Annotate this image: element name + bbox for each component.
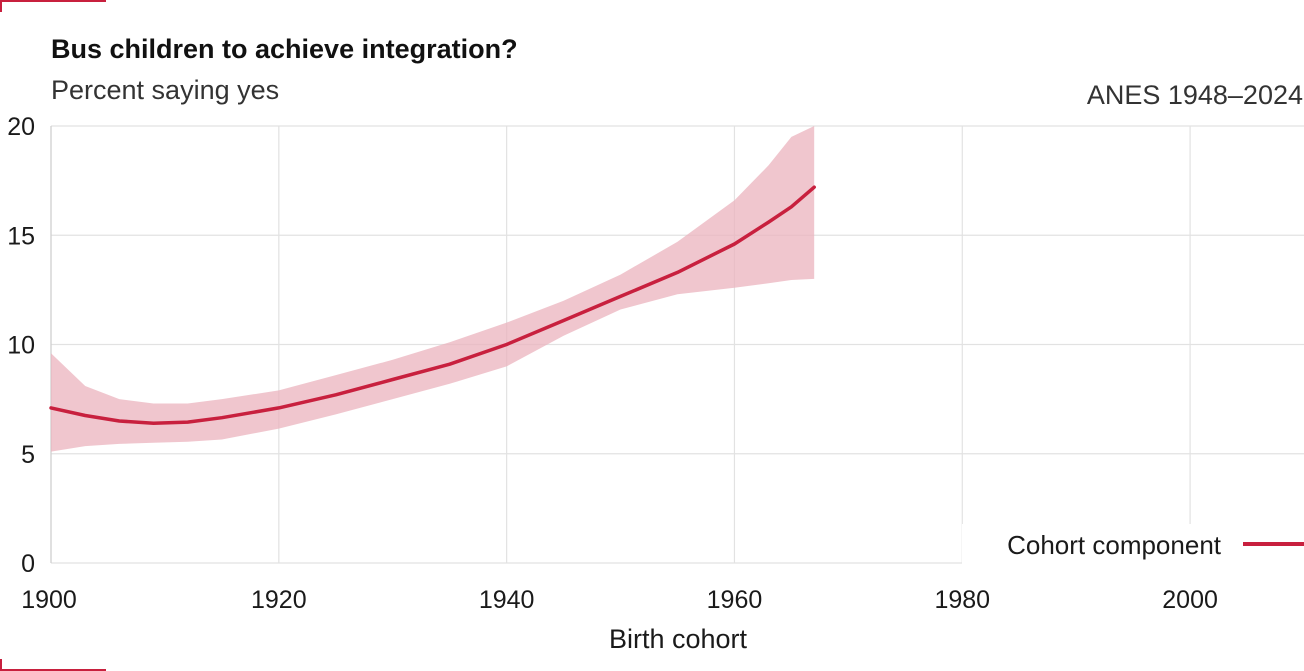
tick-labels: 0 5 10 15 20 1900 1920 1940 1960 1980 2000 bbox=[7, 113, 1218, 614]
x-axis-title: Birth cohort bbox=[609, 624, 748, 654]
series-line-cohort-component bbox=[49, 185, 816, 425]
corner-mark-top-stem bbox=[0, 0, 2, 12]
chart-title: Bus children to achieve integration? bbox=[51, 34, 518, 64]
confidence-band bbox=[51, 126, 815, 452]
legend: Cohort component bbox=[962, 524, 1304, 566]
y-tick-label-15: 15 bbox=[7, 222, 35, 250]
y-tick-label-10: 10 bbox=[7, 332, 35, 360]
y-tick-label-5: 5 bbox=[21, 441, 35, 469]
confidence-band-layer bbox=[51, 126, 815, 452]
corner-mark-top bbox=[0, 0, 106, 2]
x-tick-label-1960: 1960 bbox=[707, 586, 763, 614]
chart-subtitle: Percent saying yes bbox=[51, 75, 280, 105]
x-tick-label-1920: 1920 bbox=[251, 586, 307, 614]
corner-mark-bottom bbox=[0, 669, 106, 671]
data-source-label: ANES 1948–2024 bbox=[1086, 80, 1303, 110]
legend-label: Cohort component bbox=[1007, 530, 1222, 560]
x-tick-label-1900: 1900 bbox=[21, 586, 77, 614]
x-tick-label-2000: 2000 bbox=[1162, 586, 1218, 614]
gridlines bbox=[50, 125, 1304, 564]
y-tick-label-0: 0 bbox=[21, 550, 35, 578]
x-tick-label-1940: 1940 bbox=[479, 586, 535, 614]
corner-mark-bottom-stem bbox=[0, 659, 2, 671]
series-line-layer bbox=[49, 185, 816, 425]
y-tick-label-20: 20 bbox=[7, 113, 35, 141]
x-tick-label-1980: 1980 bbox=[934, 586, 990, 614]
